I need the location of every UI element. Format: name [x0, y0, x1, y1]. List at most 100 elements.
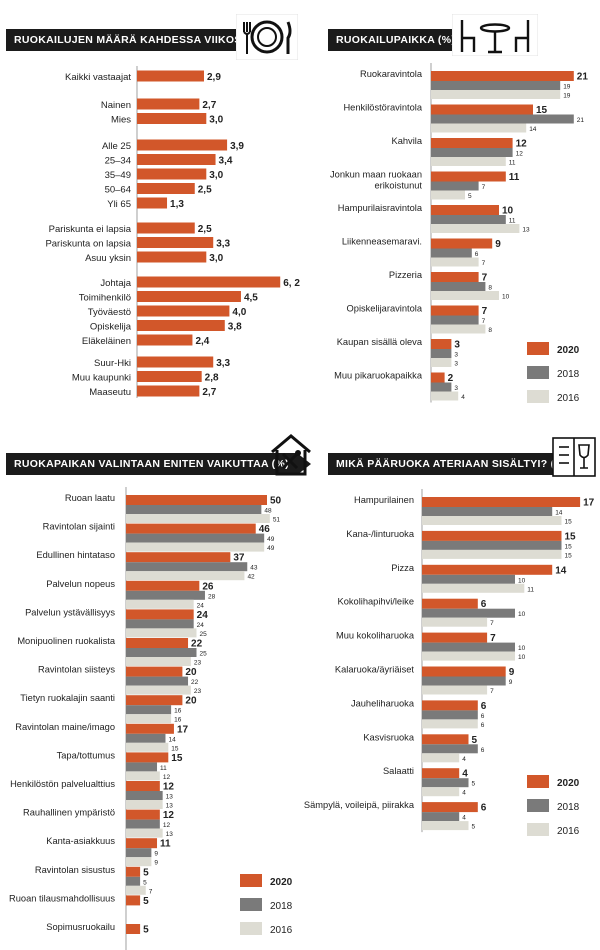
category-label: Jauheliharuoka	[351, 698, 415, 708]
value-label: 6	[481, 747, 485, 754]
category-label: Nainen	[101, 100, 131, 111]
bar-2020	[126, 723, 174, 734]
bar-2018	[431, 181, 479, 191]
bar-2016	[431, 123, 527, 133]
value-label: 4	[461, 394, 465, 401]
panel-title-choice-factors: RUOKAPAIKAN VALINTAAN ENITEN VAIKUTTAA (…	[6, 453, 311, 475]
value-label: 22	[191, 679, 199, 686]
value-label: 2,8	[205, 373, 219, 384]
value-label: 11	[527, 586, 534, 593]
category-label: Hampurilaisravintola	[338, 203, 423, 213]
category-label: Kahvila	[392, 136, 423, 146]
value-label: 7	[490, 688, 494, 695]
bar-2020	[422, 802, 478, 813]
bar-2016	[126, 657, 191, 666]
legend-label-2020: 2020	[557, 778, 580, 789]
bar-2020	[431, 339, 452, 349]
value-label: 17	[177, 724, 189, 735]
category-label: Muu pikaruokapaikka	[334, 371, 423, 381]
value-label: 23	[194, 688, 202, 695]
category-label: Jonkun maan ruokaan	[330, 170, 422, 180]
value-label: 2,7	[202, 387, 216, 398]
value-label: 12	[163, 774, 171, 781]
bar-2020	[431, 372, 445, 383]
category-label: Pizzeria	[389, 270, 423, 280]
category-label: Työväestö	[88, 307, 131, 318]
value-label: 20	[185, 667, 197, 678]
value-label: 5	[143, 925, 149, 936]
bar-2020	[137, 197, 168, 209]
legend-swatch-2018	[527, 366, 549, 379]
bar-2018	[126, 876, 141, 886]
bar-2020	[137, 154, 216, 165]
bar-2020	[126, 580, 200, 591]
value-label: 12	[163, 782, 175, 793]
legend-swatch-2020	[527, 342, 549, 355]
value-label: 6	[481, 803, 487, 814]
value-label: 5	[143, 867, 149, 878]
table-chairs-icon	[451, 13, 539, 61]
bar-2020	[126, 895, 141, 906]
category-label: Muu kokoliharuoka	[336, 631, 415, 641]
bar-2016	[126, 857, 152, 867]
bar-2018	[422, 778, 469, 788]
value-label: 2	[448, 373, 454, 384]
bar-2018	[126, 590, 205, 600]
value-label: 9	[154, 851, 158, 858]
bar-2020	[126, 609, 194, 620]
bar-2020	[431, 171, 506, 182]
bar-2020	[126, 638, 189, 648]
value-label: 6	[481, 599, 487, 610]
category-label: Monipuolinen ruokalista	[17, 636, 116, 646]
bar-2020	[431, 305, 479, 316]
bar-2018	[126, 848, 152, 858]
bar-2018	[126, 791, 163, 800]
bar-2018	[431, 215, 506, 224]
value-label: 13	[166, 831, 174, 838]
value-label: 13	[166, 794, 174, 801]
category-label: Ravintolan siisteys	[38, 665, 115, 675]
bar-2020	[137, 222, 195, 234]
value-label: 1,3	[170, 199, 184, 210]
category-label: Hampurilainen	[354, 495, 414, 505]
value-label: 8	[488, 285, 492, 292]
bar-2020	[137, 168, 207, 180]
category-label: 25–34	[105, 156, 131, 167]
value-label: 25	[200, 631, 208, 638]
value-label: 11	[509, 160, 516, 167]
category-label: Asuu yksin	[85, 253, 131, 264]
bar-2016	[126, 742, 169, 752]
value-label: 11	[160, 765, 167, 772]
bar-2018	[422, 744, 478, 754]
bar-2016	[431, 90, 561, 99]
value-label: 15	[565, 519, 573, 526]
bar-2016	[422, 651, 515, 661]
bar-2016	[126, 714, 172, 724]
value-label: 4	[462, 815, 466, 822]
value-label: 4,0	[232, 307, 246, 318]
value-label: 5	[143, 896, 149, 907]
bar-2016	[126, 571, 245, 581]
legend-label-2020: 2020	[557, 345, 580, 356]
category-label: Edullinen hintataso	[36, 550, 115, 560]
value-label: 37	[233, 553, 245, 564]
value-label: 21	[577, 117, 585, 124]
bar-2018	[422, 540, 562, 550]
bar-2018	[126, 505, 262, 514]
bar-2020	[431, 71, 574, 81]
bar-2020	[126, 838, 158, 849]
value-label: 11	[509, 218, 516, 225]
legend-swatch-2016	[240, 922, 262, 935]
bar-2016	[126, 885, 146, 895]
bar-2020	[126, 523, 256, 534]
value-label: 6	[475, 251, 479, 258]
bar-2020	[422, 700, 478, 711]
bar-2016	[422, 719, 478, 729]
bar-2016	[126, 800, 163, 809]
category-label: Kokolihapihvi/leike	[338, 597, 415, 607]
value-label: 6	[481, 701, 487, 712]
house-cutlery-icon	[268, 432, 314, 483]
bar-2016	[431, 358, 452, 367]
legend-swatch-2016	[527, 823, 549, 836]
